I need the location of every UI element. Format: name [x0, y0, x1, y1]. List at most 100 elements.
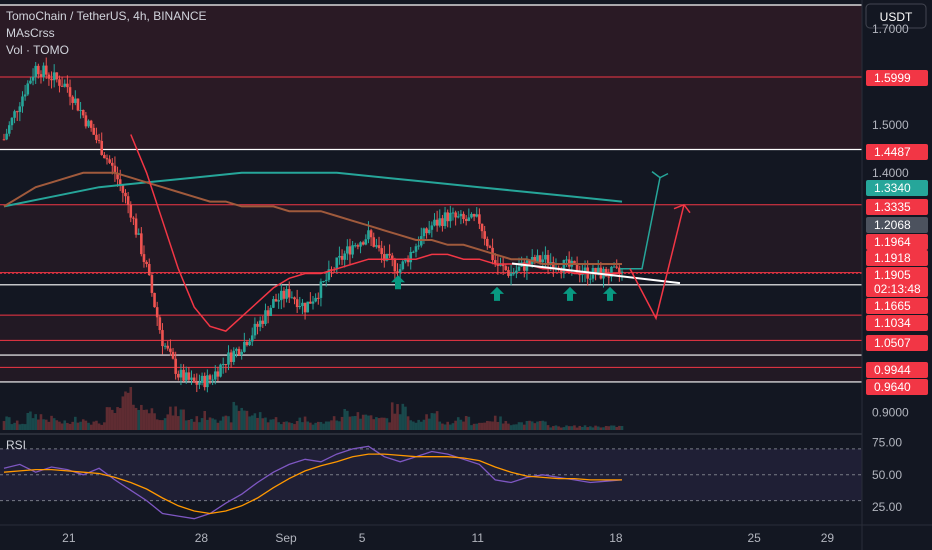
volume-bar: [100, 424, 104, 430]
indicator-label-volume[interactable]: Vol · TOMO: [6, 43, 69, 57]
price-tag: [866, 250, 928, 266]
candle-body: [620, 271, 624, 274]
volume-bar: [192, 421, 196, 430]
candle-body: [610, 266, 613, 277]
volume-bar: [412, 421, 415, 430]
candle-body: [398, 269, 402, 273]
symbol-title[interactable]: TomoChain / TetherUS, 4h, BINANCE: [6, 9, 207, 23]
volume-bar: [356, 412, 360, 430]
candle-body: [356, 245, 360, 247]
volume-bar: [533, 423, 537, 430]
volume-bar: [126, 392, 130, 430]
volume-bar: [332, 416, 336, 430]
price-tag-label: 1.5999: [874, 71, 911, 85]
volume-bar: [81, 419, 85, 430]
candle-body: [200, 375, 204, 383]
volume-bar: [417, 419, 420, 430]
volume-bar: [544, 421, 547, 430]
candle-body: [92, 127, 96, 135]
candle-body: [348, 246, 352, 255]
volume-bar: [377, 418, 381, 430]
volume-bar: [319, 422, 323, 430]
volume-bar: [591, 427, 595, 430]
candle-body: [380, 248, 383, 255]
volume-bar: [171, 415, 175, 430]
candle-body: [235, 348, 238, 351]
volume-bar: [2, 421, 6, 430]
candle-body: [229, 352, 233, 362]
rsi-label[interactable]: RSI: [6, 438, 27, 452]
candle-body: [266, 310, 270, 317]
candle-body: [129, 204, 133, 218]
candle-body: [493, 260, 497, 265]
candle-body: [7, 125, 11, 134]
candle-body: [282, 290, 286, 299]
volume-bar: [290, 423, 294, 430]
candle-body: [208, 375, 212, 380]
volume-bar: [147, 413, 151, 430]
volume-bar: [522, 424, 526, 430]
volume-bar: [227, 416, 230, 430]
candle-body: [427, 229, 431, 234]
candle-body: [60, 85, 64, 87]
price-tag-label: 0.9944: [874, 363, 911, 377]
volume-bar: [224, 415, 228, 430]
projection-bullish: [620, 177, 661, 270]
volume-bar: [208, 417, 212, 430]
candle-body: [26, 83, 30, 95]
currency-badge: [865, 3, 927, 29]
candle-body: [258, 320, 262, 327]
volume-bar: [277, 422, 280, 430]
candle-body: [319, 281, 323, 298]
price-tick-label: 1.5000: [872, 118, 909, 132]
candle-body: [142, 254, 146, 262]
volume-bar: [375, 417, 378, 430]
volume-bar: [435, 411, 439, 430]
countdown-label: 02:13:48: [874, 282, 921, 296]
candle-body: [472, 213, 476, 217]
candle-body: [615, 266, 619, 268]
candle-body: [417, 245, 420, 247]
candle-body: [211, 379, 214, 381]
candle-body: [377, 245, 381, 249]
candle-body: [293, 297, 296, 300]
indicator-label-mascrss[interactable]: MAsCrss: [6, 26, 55, 40]
currency-label: USDT: [880, 10, 913, 24]
price-tick-label: 1.4000: [872, 166, 909, 180]
candle-body: [446, 212, 449, 222]
volume-bar: [496, 421, 500, 430]
volume-bar: [525, 420, 529, 430]
volume-bar: [380, 417, 383, 430]
volume-bar: [530, 421, 534, 430]
volume-bar: [37, 419, 40, 430]
price-tag: [866, 335, 928, 351]
volume-bar: [129, 387, 133, 430]
candle-body: [536, 255, 539, 263]
volume-bar: [203, 411, 207, 430]
volume-bar: [536, 421, 539, 430]
volume-bar: [76, 422, 80, 430]
candle-body: [248, 341, 251, 346]
volume-bar: [472, 423, 476, 430]
candle-body: [221, 364, 225, 366]
price-tag: [866, 199, 928, 215]
candle-body: [47, 74, 51, 79]
volume-bar: [161, 420, 164, 430]
candle-body: [134, 218, 138, 235]
price-tag-label: 1.1665: [874, 299, 911, 313]
candle-body: [451, 212, 455, 214]
candle-body: [118, 179, 122, 185]
candle-body: [192, 377, 196, 383]
volume-bar: [309, 422, 312, 430]
volume-bar: [206, 419, 209, 430]
candle-body: [240, 351, 243, 355]
volume-bar: [385, 418, 389, 430]
candle-body: [369, 230, 373, 238]
volume-bar: [105, 407, 109, 430]
candle-body: [359, 242, 362, 247]
volume-bar: [5, 416, 8, 430]
candle-body: [23, 94, 27, 97]
volume-bar: [570, 426, 574, 430]
candle-body: [145, 261, 148, 264]
